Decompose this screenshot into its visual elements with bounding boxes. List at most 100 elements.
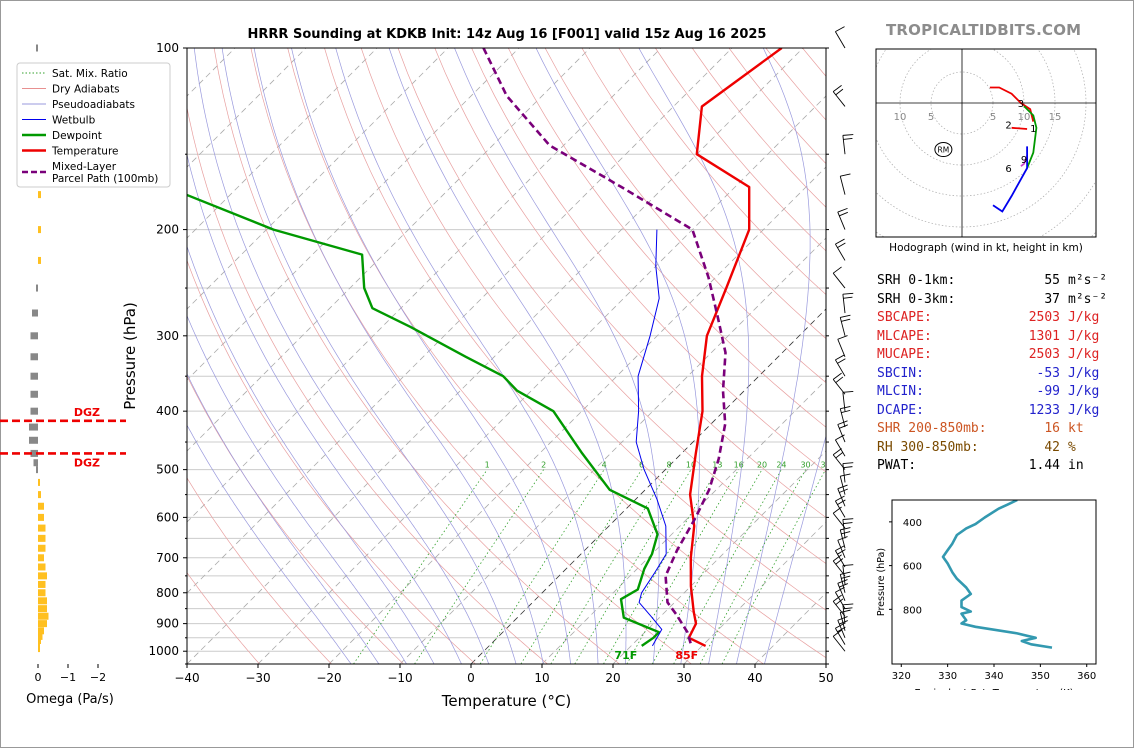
wind-barb-staff [837,540,846,558]
y-tick-label: 1000 [148,644,179,658]
stat-value: 42 [1044,439,1060,455]
wind-barb-flag [836,499,846,506]
wind-barb [839,405,851,428]
hodograph-ring [876,180,1096,237]
wind-barb-staff [839,176,846,195]
dry-adiabat-line [507,48,826,428]
stat-label: PWAT: [877,458,917,473]
omega-bar [38,534,46,542]
stat-label: SHR 200-850mb: [877,421,987,436]
x-tick-label: 20 [605,671,620,685]
wind-barb-flag [840,575,851,579]
pseudoadiabat-line [454,48,660,664]
wind-barb-flag [835,26,845,33]
wind-barb-flag [835,376,844,384]
theta-e-line [941,500,1053,649]
wind-barb-flag [840,409,851,414]
stat-unit: % [1068,439,1076,455]
wind-barb-staff [839,317,846,336]
pseudoadiabat-line [193,48,490,664]
hodograph-trace [989,86,1035,122]
series-mixed-layer-parcel-path-100mb-line [482,48,727,644]
theta-e-y-tick-label: 600 [903,562,922,573]
mixing-ratio-line [353,469,488,664]
mixing-ratio-label: 30 [800,461,810,470]
isotherm-line [187,48,307,168]
mixing-ratio-line [574,469,692,664]
mixing-ratio-line [626,469,740,664]
x-axis-title: Temperature (°C) [441,692,571,710]
legend-label: Wetbulb [52,115,96,127]
wind-barb [832,629,846,652]
wind-barb [835,545,846,568]
mixing-ratio-line [699,469,806,664]
pseudoadiabat-line [388,48,627,664]
wind-barb-staff [842,135,846,155]
legend-label: Sat. Mix. Ratio [52,68,128,80]
wind-barb-flag [840,314,851,318]
x-tick-label: −30 [245,671,270,685]
stat-value: 1.44 [1028,458,1060,473]
omega-bar [38,597,47,605]
wind-barb-staff [832,601,846,617]
wind-barb-flag [842,603,854,606]
wind-barb-flag [838,424,848,429]
omega-bar [30,390,38,398]
omega-bar [38,572,47,580]
wind-barb-flag [840,527,851,531]
wind-barb [842,292,854,314]
omega-bar [38,580,46,588]
brand-watermark: TROPICALTIDBITS.COM [886,21,1082,39]
wind-barb [839,473,851,495]
wind-barb-flag [835,434,845,441]
legend-label: Dry Adiabats [52,84,120,96]
omega-bar [38,513,44,521]
omega-bar [38,554,44,562]
wind-barb [835,238,846,261]
pseudoadiabat-line [221,48,517,664]
stat-row: DCAPE: 1233 J/kg [877,402,1107,421]
stat-row: SRH 0-1km: 55 m²s⁻² [877,272,1107,291]
wind-barb-staff [837,488,846,507]
y-tick-label: 100 [156,41,179,55]
y-tick-label: 700 [156,551,179,565]
theta-e-x-tick-label: 330 [938,671,957,682]
legend-box [16,62,171,188]
wind-barb-flag [840,318,851,322]
stat-label: MLCIN: [877,384,924,399]
isotherm-line [187,48,449,310]
wind-barb-staff [835,627,846,645]
wind-barb-staff [835,500,846,518]
dry-adiabat-line [250,48,692,664]
theta-e-frame [891,499,1097,665]
wind-barb-flag [832,554,842,562]
pseudoadiabat-line [335,48,599,664]
pseudoadiabat-line [187,373,380,664]
stat-row: MUCAPE: 2503 J/kg [877,346,1107,365]
wind-barb [839,314,851,336]
series-dewpoint-line [187,193,661,647]
dry-adiabat-line [618,48,826,296]
omega-bar [38,256,41,264]
wind-barb-flag [842,462,854,465]
legend-label: Mixed-Layer [52,161,117,173]
wind-barb [832,84,846,107]
omega-bar [36,466,38,474]
omega-bar [38,612,49,620]
theta-e-plot-area [941,500,1053,649]
wind-barb-staff [835,31,846,49]
wind-barb-staff [832,512,846,529]
dry-adiabat-line [397,48,826,565]
dry-adiabat-line [471,48,826,473]
dry-adiabat-line [360,48,826,611]
isotherm-line [683,521,826,664]
mixing-ratio-label: 13 [712,461,722,470]
y-tick-label: 300 [156,329,179,343]
stat-unit: J/kg [1068,347,1100,362]
wind-barb-staff [839,476,846,495]
x-tick-label: 50 [818,671,833,685]
wind-barb-flag [842,518,854,520]
legend-label: Temperature [51,146,119,158]
wind-barb-flag [837,616,848,621]
omega-bar [38,502,44,510]
